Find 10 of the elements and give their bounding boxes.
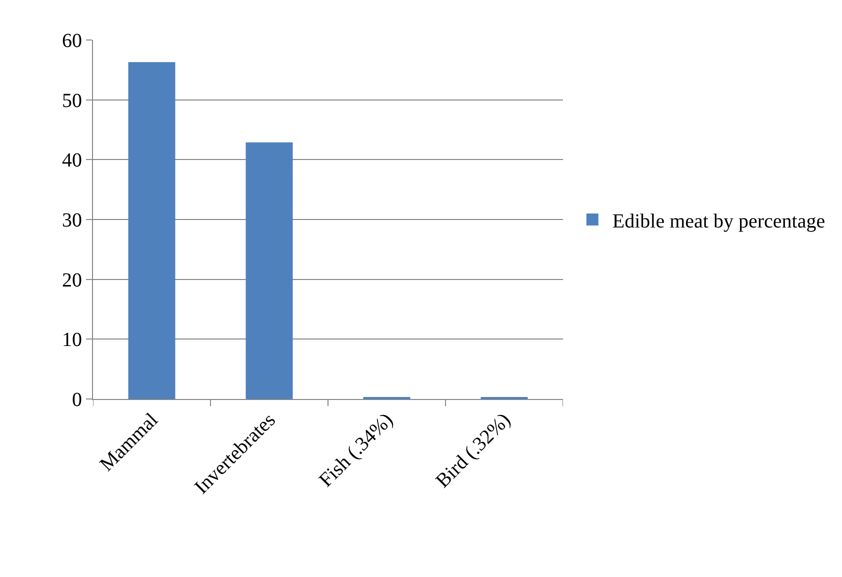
y-tick-label: 30 bbox=[62, 210, 82, 232]
legend-label: Edible meat by percentage bbox=[612, 210, 826, 232]
bar bbox=[246, 142, 293, 399]
y-tick-label: 50 bbox=[62, 90, 82, 112]
bar bbox=[128, 62, 176, 399]
y-tick-label: 10 bbox=[62, 329, 82, 352]
y-tick-label: 0 bbox=[72, 389, 82, 411]
y-tick-label: 40 bbox=[62, 150, 82, 172]
y-tick-label: 60 bbox=[62, 30, 82, 52]
y-tick-label: 20 bbox=[62, 269, 82, 292]
